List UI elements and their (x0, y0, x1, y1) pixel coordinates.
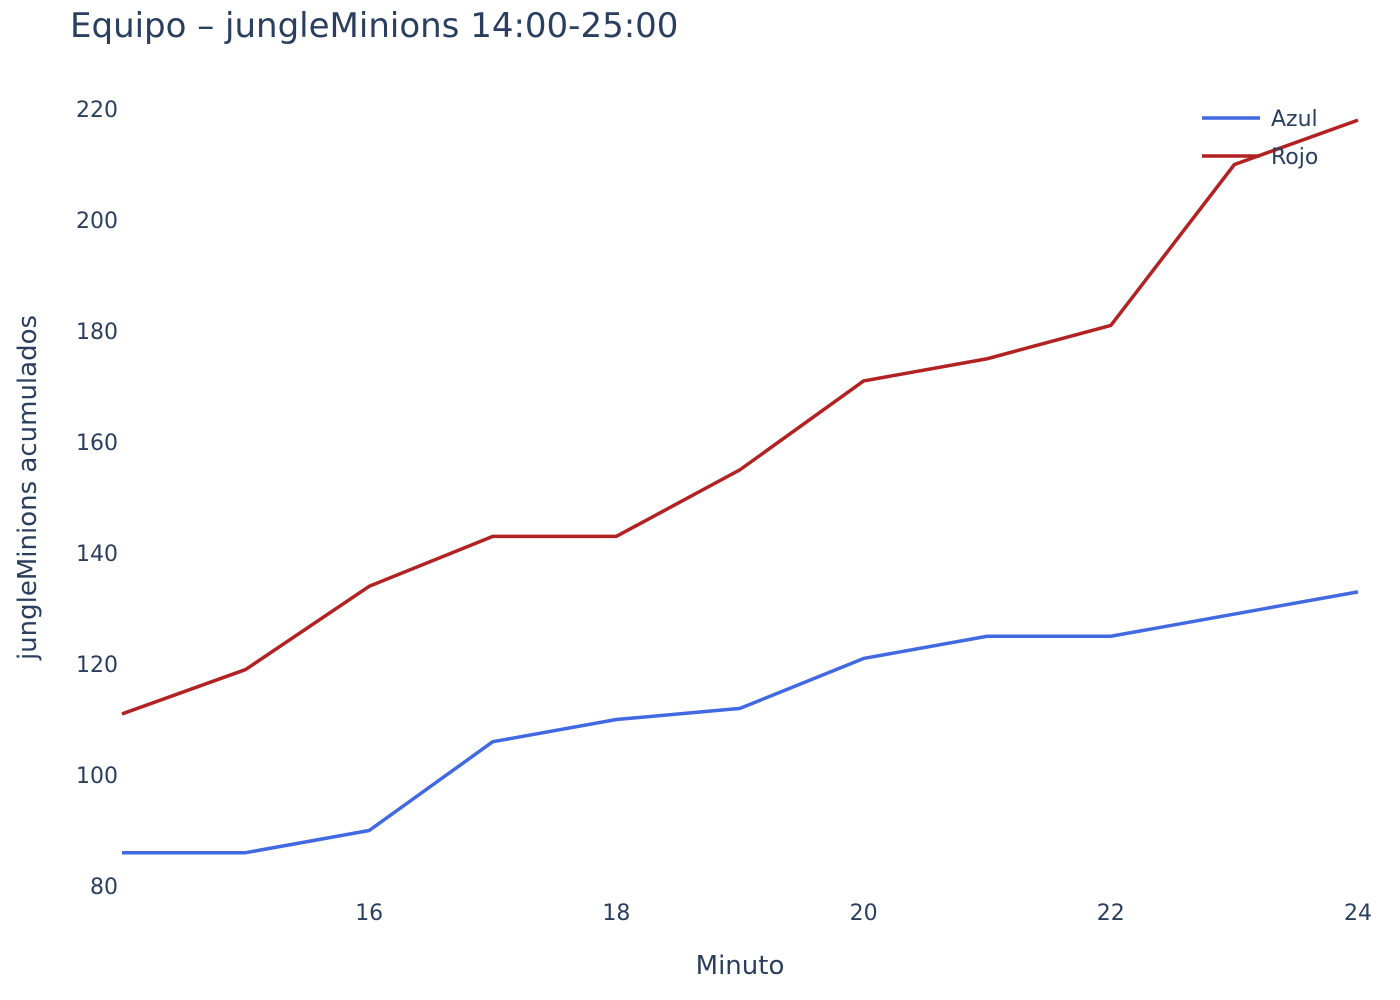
x-tick-label: 18 (602, 901, 630, 926)
x-tick: 18 (602, 901, 630, 926)
y-tick: 100 (76, 764, 118, 789)
legend[interactable]: Azul Rojo (1202, 107, 1318, 170)
series-lines (121, 118, 1359, 855)
y-axis: 80 100 120 140 160 180 200 220 (76, 98, 118, 900)
x-tick: 24 (1344, 901, 1372, 926)
y-tick: 140 (76, 542, 118, 567)
y-tick: 160 (76, 431, 118, 456)
chart-title: Equipo – jungleMinions 14:00-25:00 (70, 6, 679, 46)
y-tick: 120 (76, 653, 118, 678)
y-tick: 200 (76, 209, 118, 234)
y-tick-label: 200 (76, 209, 118, 234)
legend-label: Azul (1271, 107, 1318, 132)
series-line-azul[interactable] (122, 590, 1359, 855)
legend-item-rojo[interactable]: Rojo (1202, 145, 1318, 170)
y-axis-title: jungleMinions acumulados (13, 315, 43, 661)
y-tick-label: 120 (76, 653, 118, 678)
y-tick: 80 (90, 875, 118, 900)
y-tick-label: 180 (76, 320, 118, 345)
x-tick-label: 22 (1097, 901, 1125, 926)
y-tick: 220 (76, 98, 118, 123)
legend-item-azul[interactable]: Azul (1202, 107, 1318, 132)
x-tick-label: 24 (1344, 901, 1372, 926)
legend-label: Rojo (1271, 145, 1318, 170)
y-tick-label: 140 (76, 542, 118, 567)
y-tick-label: 80 (90, 875, 118, 900)
x-tick-label: 20 (850, 901, 878, 926)
y-tick-label: 220 (76, 98, 118, 123)
x-axis: 16 18 20 22 24 (355, 901, 1372, 926)
y-tick: 180 (76, 320, 118, 345)
x-tick: 22 (1097, 901, 1125, 926)
series-line-rojo[interactable] (121, 118, 1359, 716)
x-tick: 16 (355, 901, 383, 926)
y-tick-label: 100 (76, 764, 118, 789)
x-axis-title: Minuto (696, 951, 785, 981)
y-tick-label: 160 (76, 431, 118, 456)
x-tick-label: 16 (355, 901, 383, 926)
x-tick: 20 (850, 901, 878, 926)
